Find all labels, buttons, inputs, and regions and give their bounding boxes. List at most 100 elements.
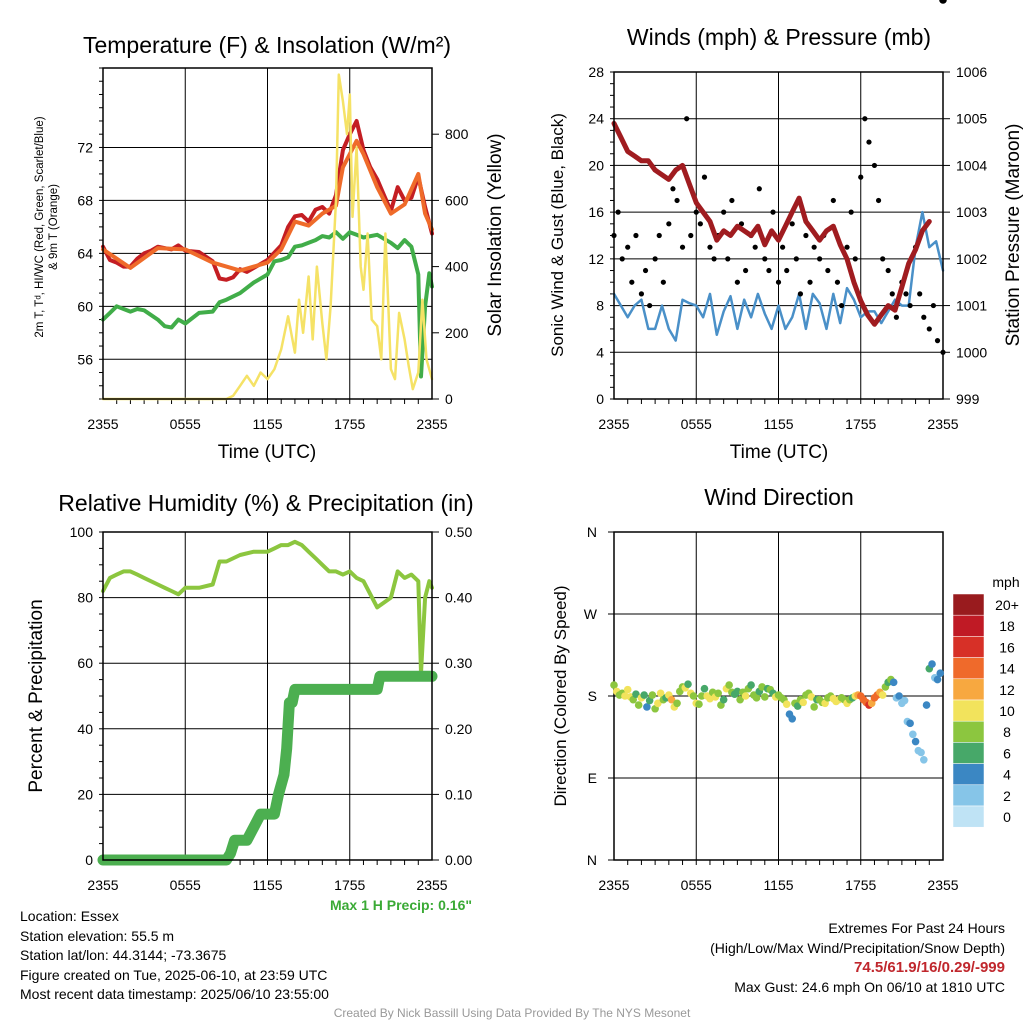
gust-point [866,139,872,145]
winds-y2label: Station Pressure (Maroon) [1003,124,1024,347]
gust-point [775,279,782,285]
gust-point [921,314,927,320]
gust-point [848,209,854,215]
y-tick-label: 24 [588,111,604,127]
y-tick-label: 28 [588,64,604,80]
plot-frame [102,67,433,400]
direction-point [933,675,942,684]
y-tick-label: E [588,770,597,786]
direction-point [906,719,914,728]
direction-point [917,748,925,757]
extremes-subtitle: (High/Low/Max Wind/Precipitation/Snow De… [710,939,1005,956]
x-tick-label: 0555 [170,416,201,432]
direction-point [640,691,648,699]
gust-point [880,256,886,262]
x-tick-label: 0555 [681,416,712,432]
wind-direction-panel: Wind Direction Direction (Colored By Spe… [551,0,1020,893]
gust-point [684,116,690,122]
y2-tick-label: 1006 [956,64,987,80]
gust-point [752,244,758,250]
gust-point [807,279,813,285]
gust-point [711,256,717,262]
direction-point [788,714,797,723]
direction-point [634,701,643,709]
x-tick-label: 2355 [598,877,629,893]
y-tick-label: S [588,688,597,704]
gust-point [633,232,639,239]
colorbar-label: 8 [1003,724,1011,740]
gust-point [917,291,923,297]
y2-tick-label: 0.40 [445,590,472,606]
x-tick-label: 1155 [252,877,282,893]
x-tick-label: 1755 [845,877,876,893]
colorbar-swatch [952,593,985,616]
gust-point [725,256,731,262]
gust-point [862,116,868,122]
wind-direction-ylabel: Direction (Colored By Speed) [551,585,570,806]
series-line [101,73,434,401]
max-gust: Max Gust: 24.6 mph On 06/10 at 1810 UTC [734,978,1005,995]
gust-point [889,291,895,297]
y2-tick-label: 0.20 [445,721,472,737]
direction-point [752,694,761,702]
winds-panel: Winds (mph) & Pressure (mb) Sonic Wind &… [548,24,1024,463]
gust-point [858,174,864,180]
gust-point [670,186,676,192]
gust-point [825,267,831,274]
direction-point [895,692,903,700]
y-tick-label: 16 [588,204,604,220]
gust-point [721,209,727,215]
colorbar-swatch [952,678,985,701]
x-tick-label: 1155 [763,416,793,432]
humidity-title: Relative Humidity (%) & Precipitation (i… [58,490,473,516]
colorbar-swatch [952,657,985,680]
gust-point [903,291,909,297]
y2-tick-label: 1002 [956,251,987,267]
colorbar-label: 4 [1003,767,1011,783]
y-tick-label: 100 [70,524,94,540]
figure-created: Figure created on Tue, 2025-06-10, at 23… [20,966,328,983]
colorbar-label: 0 [1003,809,1011,825]
direction-point [911,737,920,746]
gust-point [844,244,850,250]
gust-point [729,197,735,204]
station-elevation: Station elevation: 55.5 m [20,927,175,944]
gust-point [871,162,878,169]
direction-point [939,0,947,4]
gust-point [838,302,845,309]
max-precip-label: Max 1 H Precip: 0.16" [330,897,472,913]
direction-point [667,695,676,704]
y2-tick-label: 0.00 [445,852,472,868]
x-tick-label: 2355 [416,877,447,893]
y-tick-label: N [587,524,597,540]
y2-tick-label: 1000 [956,344,987,360]
direction-point [889,678,898,687]
winds-title: Winds (mph) & Pressure (mb) [627,24,931,50]
direction-point [878,691,887,699]
gust-point [934,338,941,344]
direction-point [684,680,692,688]
gust-point [734,279,740,285]
series-line [101,230,434,379]
series-line [101,138,434,273]
gust-point [625,244,631,250]
colorbar-swatch [952,784,985,807]
y2-tick-label: 1005 [956,111,987,127]
y-tick-label: 12 [588,251,604,267]
direction-point [654,699,662,708]
colorbar-label: 18 [999,618,1015,634]
y-tick-label: 60 [77,298,93,314]
x-tick-label: 1155 [763,877,793,893]
y-tick-label: N [587,852,597,868]
y-tick-label: 4 [596,344,604,360]
gust-point [852,256,858,262]
direction-point [725,681,733,689]
direction-point [928,660,936,668]
gust-point [660,279,666,285]
gust-point [789,221,795,227]
plot-frame [613,71,944,400]
gust-point [762,256,768,262]
colorbar-swatch [952,636,985,658]
direction-point [623,685,632,694]
series-line [611,120,932,327]
